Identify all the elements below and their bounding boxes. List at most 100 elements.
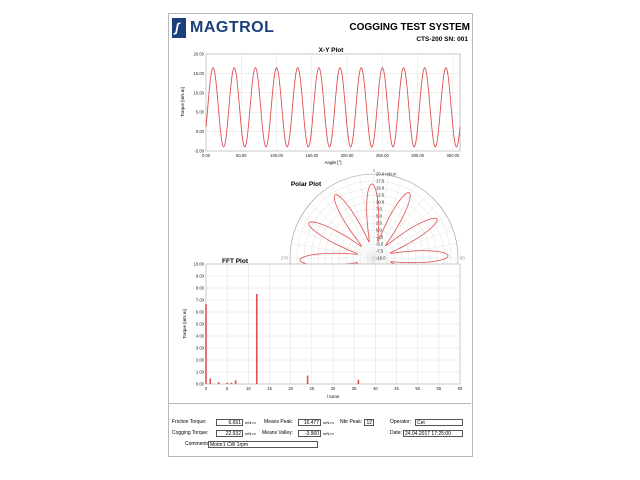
fft-bar [357, 379, 360, 384]
fft-x-tick-label: 20 [288, 386, 293, 391]
fft-y-tick-label: 3.00 [196, 346, 205, 351]
fft-y-tick-label: 9.00 [196, 274, 205, 279]
fft-x-axis-label: / turns [327, 394, 340, 399]
polar-grid-spoke [331, 185, 375, 259]
means-valley-label: Means Valley: [262, 430, 294, 436]
xy-plot-title: X-Y Plot [319, 47, 345, 54]
date-label: Date: [390, 430, 402, 436]
xy-x-ticks: 0.00 50.00 100.00 150.00 200.00 250.00 300.00 3… [202, 153, 460, 158]
polar-r-tick-label: 17.5 [376, 179, 385, 184]
friction-torque-label: Friction Torque: [172, 419, 207, 425]
fft-x-tick-label: 45 [394, 386, 399, 391]
xy-x-tick-label: 200.00 [341, 153, 354, 158]
means-valley-field[interactable]: -3.960 [298, 430, 321, 437]
polar-angle-label: 270 [281, 256, 289, 261]
xy-x-tick-label: 250.00 [376, 153, 389, 158]
polar-plot-title: Polar Plot [291, 181, 322, 188]
fft-y-tick-label: 6.00 [196, 310, 205, 315]
xy-x-axis-label: Angle [°] [324, 160, 341, 165]
fft-x-tick-label: 10 [246, 386, 251, 391]
fft-y-ticks: 10.00 9.00 8.00 7.00 6.00 5.00 4.00 3.00 2.00 1.0… [194, 262, 205, 387]
means-peak-field[interactable]: 16.477 [298, 419, 321, 426]
fft-x-tick-label: 30 [331, 386, 336, 391]
xy-y-tick-label: -5.00 [194, 149, 204, 154]
polar-grid-spoke [373, 185, 417, 259]
means-peak-label: Means Peak: [264, 419, 294, 425]
xy-x-tick-label: 150.00 [305, 153, 318, 158]
polar-r-tick-label: 7.5 [376, 207, 382, 212]
xy-plot-area [205, 53, 461, 152]
polar-r-tick-label: 12.5 [376, 193, 385, 198]
cogging-torque-unit: mN.m [245, 431, 256, 436]
polar-grid-spoke [301, 215, 375, 259]
cogging-torque-label: Cogging Torque: [172, 430, 209, 436]
polar-r-tick-label: 2.5 [376, 221, 382, 226]
fft-y-tick-label: 2.00 [196, 358, 205, 363]
means-peak-unit: mN.m [323, 420, 334, 425]
brand-name: MAGTROL [190, 19, 275, 36]
xy-grid [205, 53, 460, 152]
date-field[interactable]: 24.04.2017 17:25:00 [403, 430, 463, 437]
fft-bar [234, 380, 237, 384]
polar-r-tick-label: 5.0 [376, 214, 382, 219]
fft-x-tick-label: 5 [226, 386, 229, 391]
fft-y-tick-label: 5.00 [196, 322, 205, 327]
fft-y-axis-label: Torque [mN.m] [182, 309, 187, 339]
comments-field[interactable]: Motor1 CW 1rpm [208, 441, 318, 448]
polar-r-tick-label: 20.0 mN.m [376, 172, 397, 177]
fft-grid [205, 263, 461, 385]
fft-bar [205, 304, 207, 384]
fft-x-tick-label: 50 [415, 386, 420, 391]
polar-grid-spoke [373, 175, 389, 259]
xy-x-tick-label: 300.00 [411, 153, 424, 158]
operator-label: Operator: [390, 419, 412, 425]
magtrol-logo: ʃ MAGTROL [172, 18, 282, 40]
polar-r-tick-label: 15.0 [376, 186, 385, 191]
fft-x-tick-label: 15 [267, 386, 272, 391]
fft-x-tick-label: 25 [309, 386, 314, 391]
fft-x-tick-label: 0 [205, 386, 208, 391]
polar-r-tick-label: 0.0 [376, 228, 382, 233]
fft-x-ticks: 0 5 10 15 20 25 30 35 40 45 50 55 60 [205, 386, 463, 391]
operator-field[interactable]: Cet [415, 419, 463, 426]
friction-torque-field[interactable]: 6.651 [216, 419, 243, 426]
xy-y-tick-label: 5.00 [196, 110, 205, 115]
polar-grid-spoke [373, 193, 429, 259]
polar-grid-spoke [373, 215, 447, 259]
fft-y-tick-label: 1.00 [196, 370, 205, 375]
fft-x-tick-label: 35 [352, 386, 357, 391]
fft-y-tick-label: 8.00 [196, 286, 205, 291]
magtrol-logo-icon: ʃ [172, 18, 186, 38]
nbr-peak-field[interactable]: 12 [364, 419, 374, 426]
xy-y-axis-label: Torque [mN.m] [180, 87, 185, 117]
fft-bar [256, 294, 258, 384]
fft-bar [226, 382, 228, 384]
fft-plot-title: FFT Plot [222, 258, 249, 265]
fft-y-tick-label: 10.00 [194, 262, 205, 267]
xy-x-tick-label: 50.00 [236, 153, 247, 158]
fft-y-tick-label: 7.00 [196, 298, 205, 303]
friction-torque-unit: mN.m [245, 420, 256, 425]
xy-x-tick-label: 0.00 [202, 153, 211, 158]
xy-y-tick-label: 15.00 [194, 71, 205, 76]
polar-angle-label: 0 [373, 168, 376, 173]
xy-y-ticks: 20.00 15.00 10.00 5.00 0.00 -5.00 [194, 52, 205, 154]
xy-x-tick-label: 100.00 [270, 153, 283, 158]
fft-plot: FFT Plot 10.00 9.00 8.00 7.00 6.00 5.00 4.00 3.… [182, 258, 463, 399]
polar-grid-spoke [373, 229, 453, 259]
polar-r-tick-label: -7.5 [376, 249, 384, 254]
fft-bar [230, 382, 233, 384]
fft-bar [209, 378, 212, 384]
polar-r-tick-label: -5.0 [376, 242, 384, 247]
fft-y-tick-label: 4.00 [196, 334, 205, 339]
polar-angle-label: 90 [460, 256, 465, 261]
model-serial: CTS-200 SN: 001 [416, 36, 468, 43]
polar-grid-spoke [309, 203, 375, 259]
fft-bar [217, 382, 220, 384]
cogging-torque-field[interactable]: 22.932 [216, 430, 243, 437]
nbr-peak-label: Nbr Peak: [340, 419, 363, 425]
means-valley-unit: mN.m [323, 431, 334, 436]
polar-grid-spoke [345, 179, 375, 259]
polar-r-tick-label: 10.0 [376, 200, 385, 205]
